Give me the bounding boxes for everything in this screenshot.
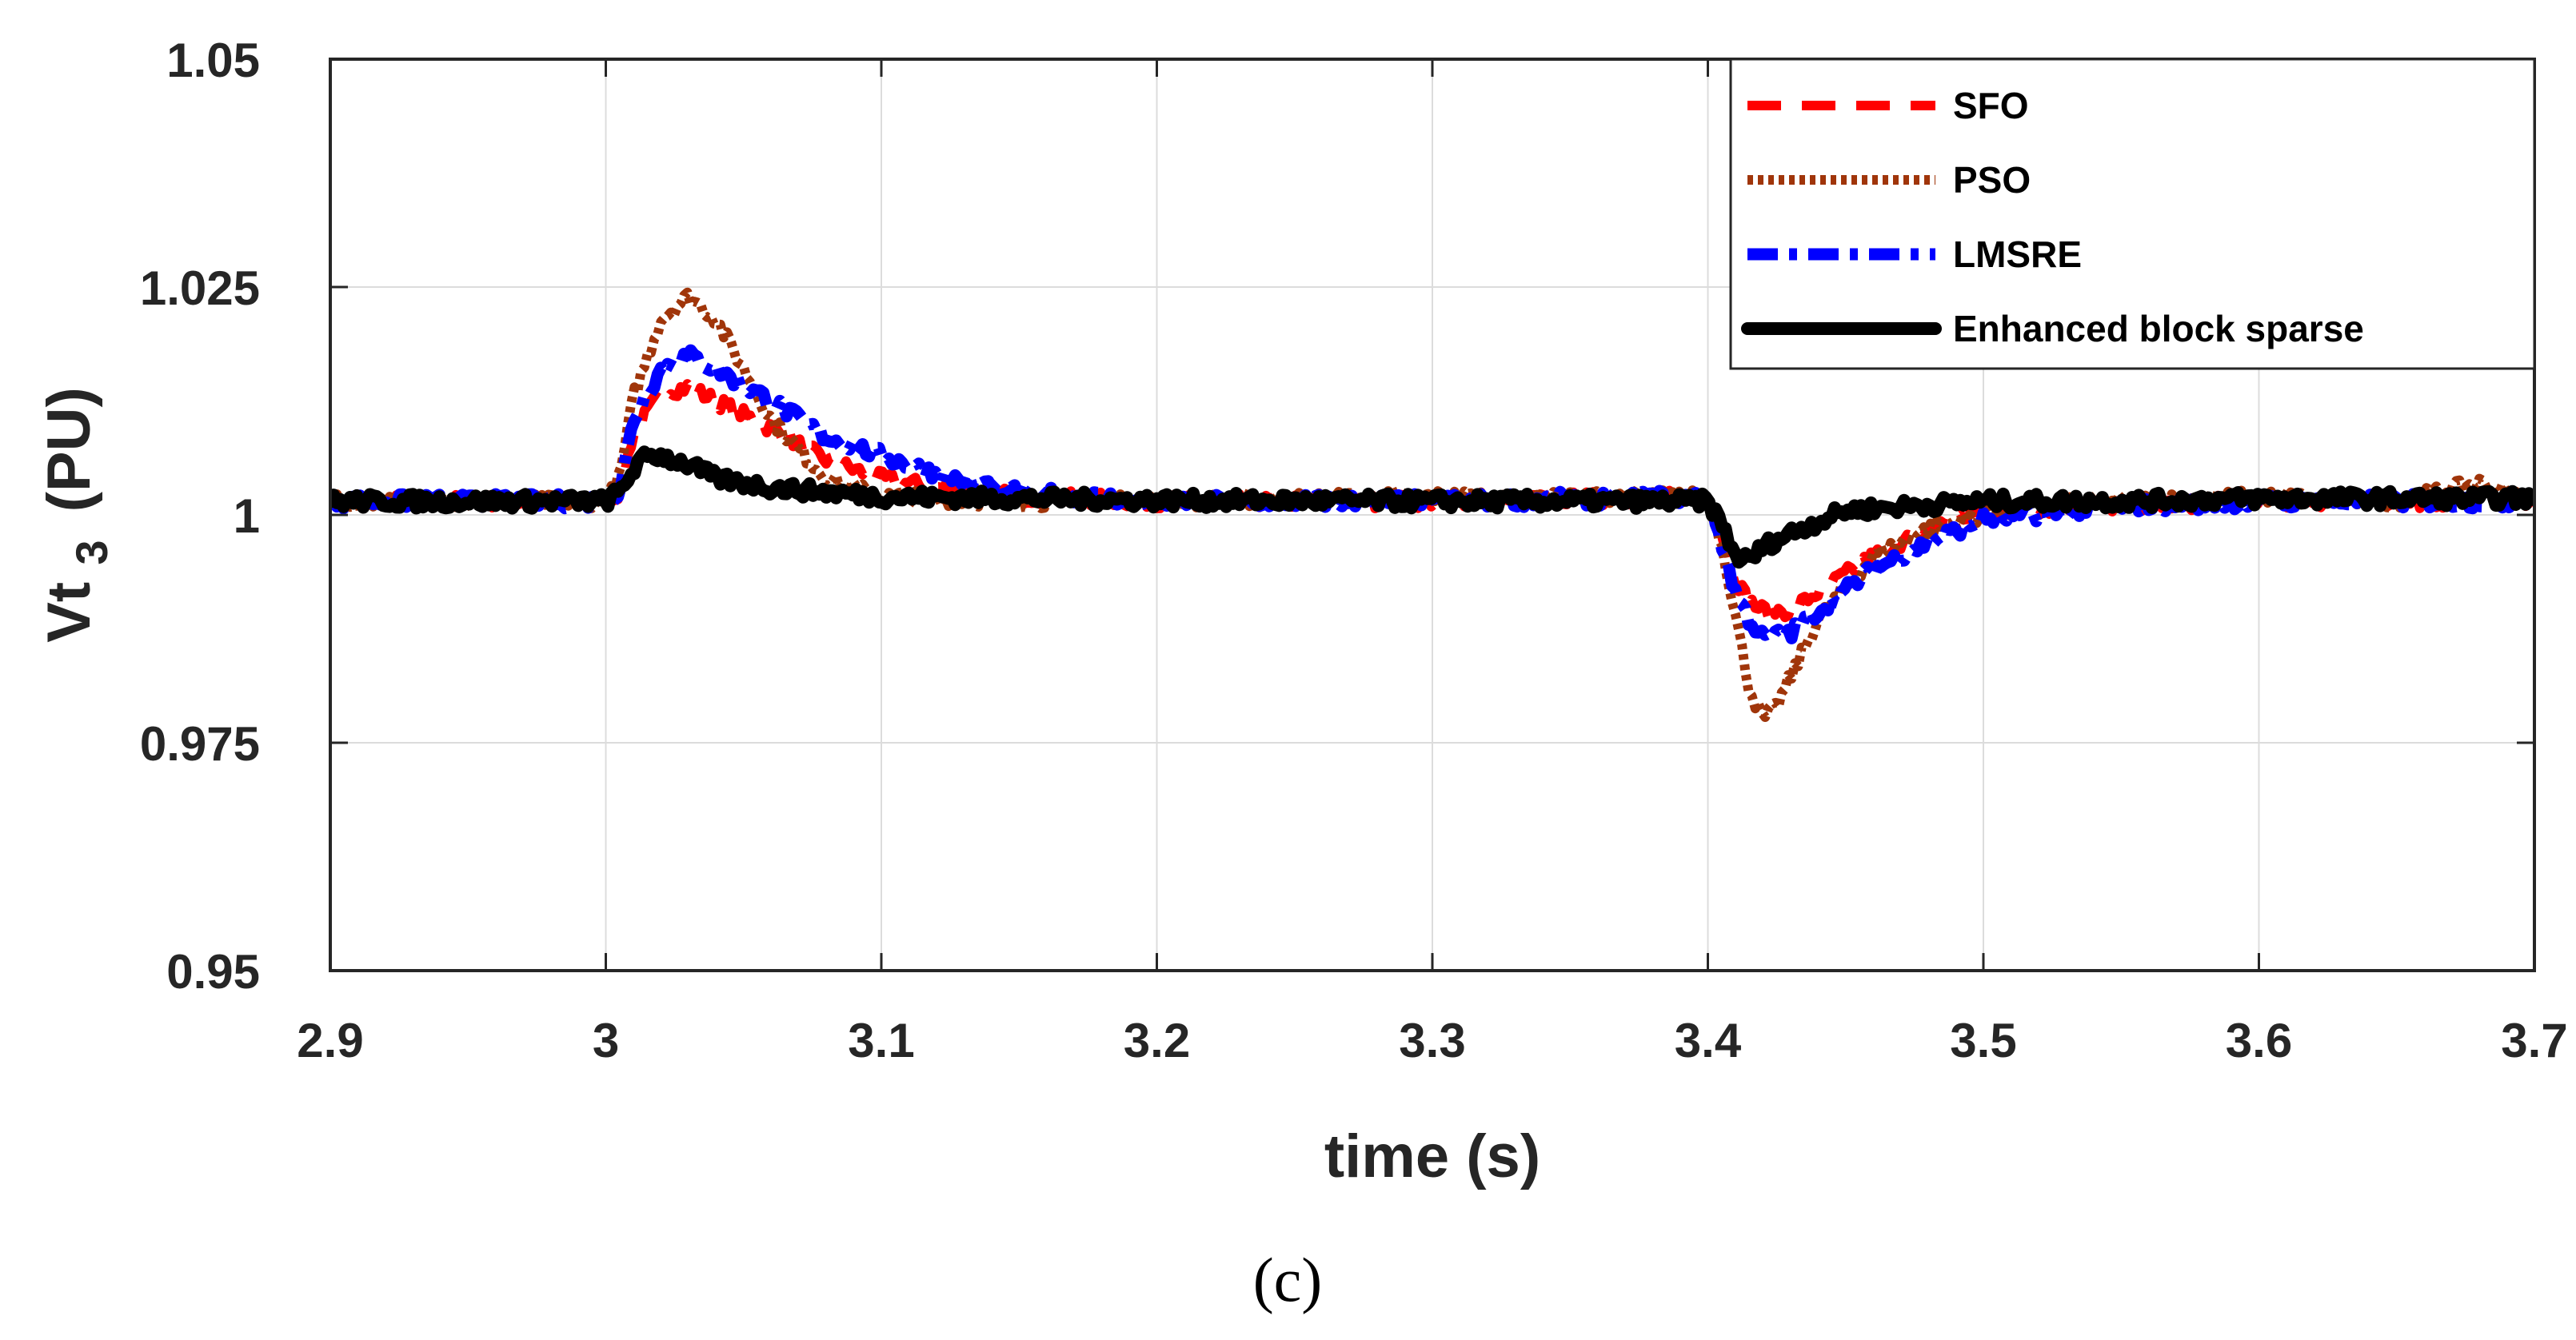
svg-text:Vt 3 (PU): Vt 3 (PU) (35, 387, 121, 643)
legend-label: Enhanced block sparse (1953, 308, 2364, 349)
y-tick-label: 0.975 (140, 717, 260, 771)
figure-caption: (c) (1253, 1245, 1323, 1314)
x-tick-label: 3.4 (1675, 1014, 1742, 1067)
series-line-enhanced-block-sparse (330, 445, 2534, 569)
x-tick-label: 3.5 (1950, 1014, 2016, 1067)
y-tick-label: 1 (234, 489, 260, 543)
legend-box (1729, 58, 2536, 370)
x-tick-label: 3.2 (1124, 1014, 1190, 1067)
legend-label: PSO (1953, 159, 2031, 201)
y-tick-label: 1.05 (166, 34, 260, 87)
x-tick-label: 3.6 (2226, 1014, 2292, 1067)
y-axis-label-unit: (PU) (35, 387, 103, 512)
x-tick-label: 3 (593, 1014, 619, 1067)
y-axis-label: Vt 3 (PU) (35, 387, 121, 643)
y-tick-label: 1.025 (140, 261, 260, 315)
y-axis-label-main: Vt (35, 582, 103, 643)
series-layer (330, 287, 2534, 722)
x-axis-label: time (s) (1324, 1123, 1540, 1190)
x-tick-label: 2.9 (297, 1014, 363, 1067)
legend-label: LMSRE (1953, 233, 2082, 275)
x-tick-label: 3.3 (1399, 1014, 1465, 1067)
x-tick-label: 3.1 (848, 1014, 914, 1067)
y-axis-label-subscript: 3 (66, 540, 117, 565)
x-tick-label: 3.7 (2501, 1014, 2567, 1067)
y-tick-label: 0.95 (166, 945, 260, 999)
series-line-pso (330, 287, 2534, 722)
legend-label: SFO (1953, 85, 2029, 126)
ticks: 2.9 3 3.1 3.2 3.3 3.4 3.5 3.6 3.7 0.95 0.975 1 1.025… (140, 34, 2568, 1067)
legend: SFO PSO LMSRE Enhanced block sparse (1729, 58, 2536, 370)
